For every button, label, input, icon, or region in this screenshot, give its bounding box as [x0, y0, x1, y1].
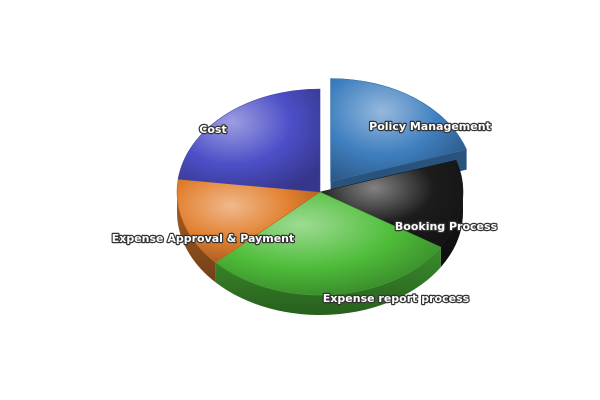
- slice-labels: Policy Management Booking Process Expense …: [111, 119, 499, 306]
- pie-slice-expense-report-process[interactable]: [215, 191, 442, 296]
- pie-slice-policy-management[interactable]: [330, 78, 468, 182]
- slice-side-expense-report-process: [215, 247, 441, 315]
- slice-label-booking-process: Booking Process: [395, 220, 498, 233]
- slice-label-cost: Cost: [199, 123, 226, 136]
- slice-label-policy-management: Policy Management: [369, 120, 491, 133]
- slice-side-booking-process: [440, 192, 463, 268]
- slice-tops: [176, 78, 468, 296]
- pie-slice-booking-process[interactable]: [319, 159, 464, 248]
- slice-side-expense-approval-and-payment: [177, 192, 216, 283]
- slice-label-expense-report-process: Expense report process: [323, 292, 470, 305]
- pie-slice-expense-approval-and-payment[interactable]: [176, 178, 321, 263]
- slice-label-expense-approval-and-payment: Expense Approval & Payment: [112, 232, 295, 245]
- pie-slice-cost[interactable]: [177, 88, 321, 193]
